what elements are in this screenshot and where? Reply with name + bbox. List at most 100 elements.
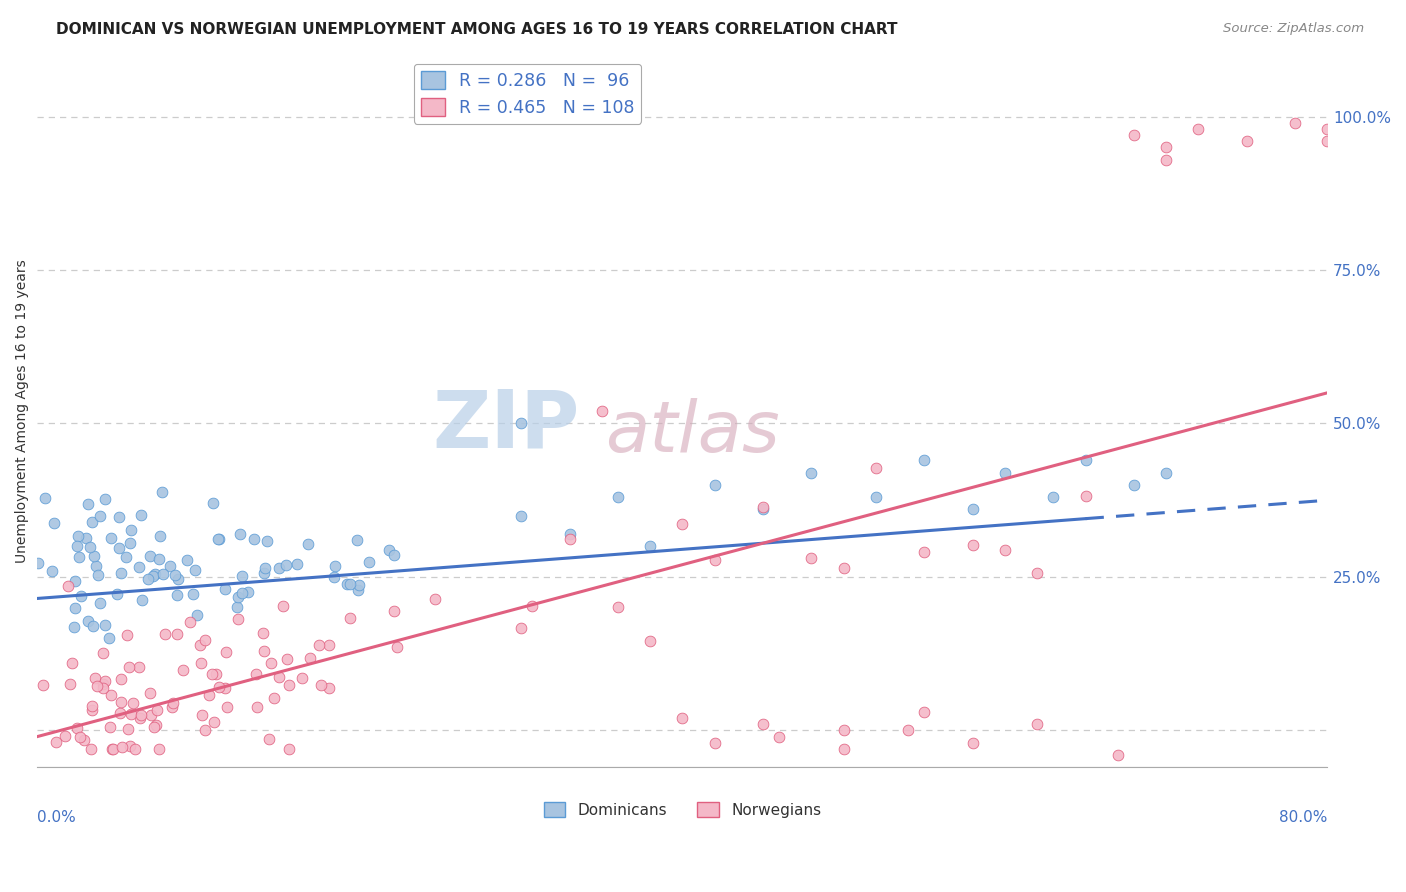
Point [382, 548, 405, 562]
Point [45, 734, 67, 748]
Point [865, 490, 887, 504]
Point [162, 696, 184, 710]
Point [1154, 153, 1177, 167]
Text: DOMINICAN VS NORWEGIAN UNEMPLOYMENT AMONG AGES 16 TO 19 YEARS CORRELATION CHART: DOMINICAN VS NORWEGIAN UNEMPLOYMENT AMON… [56, 22, 898, 37]
Point [752, 502, 775, 516]
Point [83, 672, 105, 686]
Point [359, 555, 381, 569]
Point [143, 567, 166, 582]
Point [108, 706, 131, 720]
Point [190, 656, 212, 670]
Point [131, 592, 153, 607]
Point [245, 700, 267, 714]
Point [172, 663, 194, 677]
Point [148, 742, 170, 756]
Point [153, 627, 176, 641]
Point [142, 569, 165, 583]
Point [63, 574, 86, 589]
Point [110, 566, 132, 581]
Point [606, 490, 628, 504]
Text: 0.0%: 0.0% [38, 810, 76, 825]
Point [110, 695, 132, 709]
Point [31, 678, 53, 692]
Point [308, 638, 330, 652]
Point [215, 700, 238, 714]
Point [128, 659, 150, 673]
Point [510, 508, 533, 523]
Point [201, 496, 224, 510]
Point [41, 564, 63, 578]
Point [349, 578, 371, 592]
Point [252, 626, 274, 640]
Point [176, 552, 198, 566]
Point [253, 566, 276, 580]
Point [82, 618, 104, 632]
Point [912, 705, 935, 719]
Point [121, 696, 143, 710]
Point [89, 596, 111, 610]
Point [167, 572, 190, 586]
Point [79, 541, 101, 555]
Point [27, 556, 49, 570]
Point [69, 589, 91, 603]
Point [141, 708, 163, 723]
Point [131, 708, 153, 723]
Point [832, 561, 855, 575]
Point [101, 742, 124, 756]
Point [77, 497, 100, 511]
Point [105, 587, 128, 601]
Point [194, 723, 217, 737]
Point [60, 656, 83, 670]
Point [260, 656, 283, 670]
Point [558, 532, 581, 546]
Point [115, 628, 138, 642]
Point [318, 681, 340, 696]
Point [181, 587, 204, 601]
Point [98, 631, 121, 645]
Point [558, 527, 581, 541]
Point [53, 729, 76, 743]
Point [143, 720, 166, 734]
Point [1187, 121, 1209, 136]
Point [253, 644, 276, 658]
Point [912, 453, 935, 467]
Point [346, 533, 368, 547]
Point [520, 599, 543, 614]
Point [163, 568, 186, 582]
Point [159, 558, 181, 573]
Point [254, 561, 277, 575]
Point [42, 516, 65, 531]
Point [703, 478, 725, 492]
Point [117, 722, 139, 736]
Point [278, 742, 301, 756]
Point [703, 553, 725, 567]
Point [98, 720, 121, 734]
Point [257, 731, 280, 746]
Point [276, 652, 298, 666]
Point [110, 672, 132, 686]
Point [1316, 134, 1339, 148]
Point [510, 417, 533, 431]
Point [100, 532, 122, 546]
Point [214, 681, 236, 695]
Point [962, 538, 984, 552]
Point [318, 638, 340, 652]
Point [336, 577, 359, 591]
Legend: R = 0.286   N =  96, R = 0.465   N = 108: R = 0.286 N = 96, R = 0.465 N = 108 [413, 64, 641, 124]
Point [145, 703, 167, 717]
Point [912, 545, 935, 559]
Point [339, 577, 361, 591]
Point [66, 529, 89, 543]
Point [80, 699, 103, 714]
Point [962, 736, 984, 750]
Point [63, 601, 86, 615]
Point [34, 491, 56, 506]
Point [56, 579, 79, 593]
Point [510, 621, 533, 635]
Point [136, 572, 159, 586]
Point [89, 509, 111, 524]
Point [832, 742, 855, 756]
Point [290, 672, 312, 686]
Point [994, 542, 1017, 557]
Point [269, 670, 291, 684]
